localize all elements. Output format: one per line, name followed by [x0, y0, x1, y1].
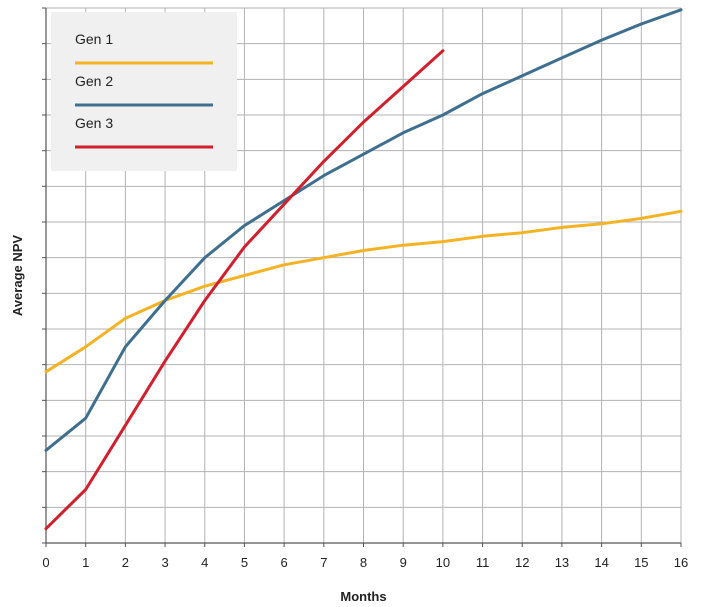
- x-tick-label: 9: [400, 555, 407, 570]
- legend-label-gen-2: Gen 2: [75, 73, 113, 89]
- legend: Gen 1 Gen 2 Gen 3: [51, 12, 237, 171]
- x-tick-label: 12: [515, 555, 529, 570]
- legend-label-gen-1: Gen 1: [75, 31, 113, 47]
- x-tick-label: 10: [436, 555, 450, 570]
- series-lines: [44, 8, 683, 531]
- x-tick-label: 6: [281, 555, 288, 570]
- x-tick-label: 4: [201, 555, 208, 570]
- y-axis-title: Average NPV: [10, 235, 25, 316]
- series-line-gen-1: [44, 209, 683, 374]
- x-tick-label: 16: [674, 555, 688, 570]
- legend-box: [51, 12, 237, 171]
- x-tick-labels: 0 1 2 3 4 5 6 7 8 9 10 11 12 13 14 15 16: [42, 555, 688, 570]
- x-tick-label: 7: [320, 555, 327, 570]
- x-tick-label: 14: [594, 555, 608, 570]
- x-tick-label: 13: [555, 555, 569, 570]
- x-tick-label: 0: [42, 555, 49, 570]
- legend-label-gen-3: Gen 3: [75, 115, 113, 131]
- x-tick-label: 2: [122, 555, 129, 570]
- x-tick-label: 5: [241, 555, 248, 570]
- x-tick-label: 1: [82, 555, 89, 570]
- x-tick-label: 8: [360, 555, 367, 570]
- x-tick-label: 3: [161, 555, 168, 570]
- series-line-gen-2: [44, 8, 683, 452]
- x-tick-label: 11: [476, 555, 490, 570]
- axes: [42, 7, 682, 547]
- series-line-gen-3: [44, 49, 445, 531]
- x-tick-label: 15: [634, 555, 648, 570]
- x-axis-title: Months: [340, 589, 386, 604]
